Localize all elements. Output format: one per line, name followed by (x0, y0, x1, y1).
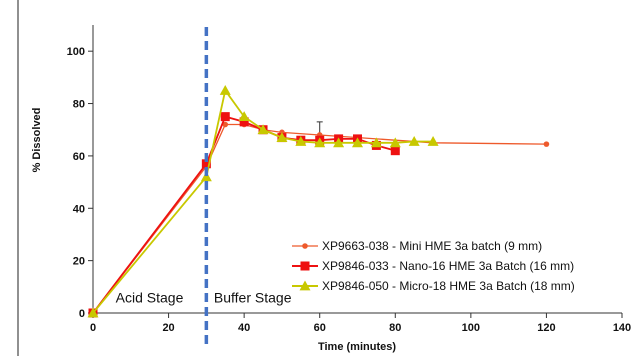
acid-stage-label: Acid Stage (116, 290, 184, 306)
data-point (352, 137, 363, 148)
data-point (295, 136, 307, 146)
legend-marker (302, 243, 308, 249)
x-tick-label: 0 (90, 322, 96, 334)
legend-marker (299, 280, 311, 291)
data-point (314, 137, 326, 148)
data-point (390, 146, 400, 156)
y-tick-label: 0 (79, 308, 85, 320)
plot-area: Acid Stage Buffer Stage (87, 27, 550, 345)
legend-label: XP9846-050 - Micro-18 HME 3a Batch (18 m… (322, 279, 575, 293)
data-point (219, 84, 231, 95)
x-tick-label: 40 (238, 322, 250, 334)
data-point (220, 112, 230, 122)
x-tick-label: 20 (162, 322, 174, 334)
legend-item-3: XP9846-050 - Micro-18 HME 3a Batch (18 m… (292, 279, 575, 293)
data-point (222, 121, 229, 128)
data-point (257, 124, 269, 135)
legend-item-2: XP9846-033 - Nano-16 HME 3a Batch (16 mm… (292, 259, 574, 273)
data-point (333, 137, 345, 148)
data-point (408, 136, 420, 146)
data-point (389, 137, 401, 148)
data-point (200, 171, 212, 182)
y-axis-title: % Dissolved (31, 108, 43, 173)
axes-group: 0 20 40 60 80 100 0 20 40 60 80 100 120 140 (67, 25, 631, 334)
data-point (276, 132, 288, 142)
x-tick-label: 60 (314, 322, 326, 334)
legend-label: XP9663-038 - Mini HME 3a batch (9 mm) (322, 239, 542, 253)
data-point (87, 307, 99, 318)
legend-marker (300, 261, 310, 271)
series-3 (87, 84, 439, 318)
data-point (370, 137, 382, 148)
data-point (201, 159, 211, 169)
y-tick-label: 20 (73, 256, 85, 268)
y-tick-label: 40 (73, 203, 85, 215)
x-tick-label: 100 (462, 322, 480, 334)
y-tick-label: 100 (67, 46, 85, 58)
data-point (543, 141, 550, 147)
data-point (427, 136, 439, 146)
y-tick-label: 60 (73, 151, 85, 163)
x-axis-title: Time (minutes) (318, 341, 396, 353)
x-tick-label: 80 (389, 322, 401, 334)
data-point (238, 111, 250, 122)
legend-item-1: XP9663-038 - Mini HME 3a batch (9 mm) (292, 239, 542, 253)
x-tick-label: 140 (613, 322, 631, 334)
x-tick-label: 120 (537, 322, 555, 334)
legend-label: XP9846-033 - Nano-16 HME 3a Batch (16 mm… (322, 259, 574, 273)
legend: XP9663-038 - Mini HME 3a batch (9 mm) XP9… (292, 239, 575, 293)
y-tick-label: 80 (73, 99, 85, 111)
data-point (239, 117, 249, 127)
buffer-stage-label: Buffer Stage (214, 290, 292, 306)
